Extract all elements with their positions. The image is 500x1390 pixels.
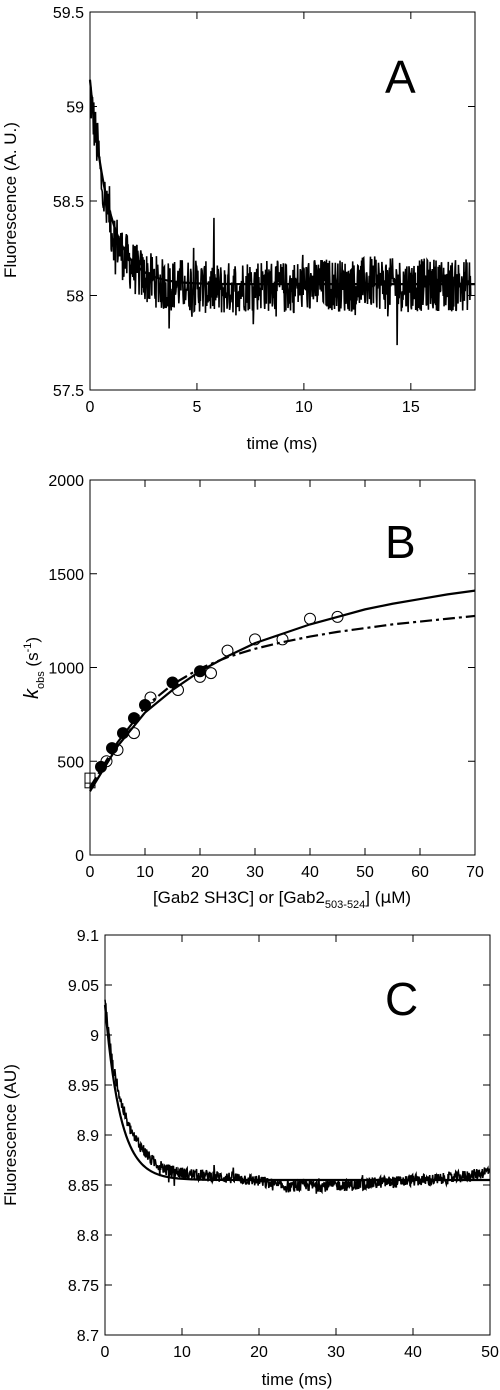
panel-b-marks (84, 589, 476, 792)
panel-b-open-point (100, 755, 113, 768)
panel-b-y-tick-label: 1500 (48, 567, 84, 584)
panel-b-x-label-tail: ] ( (365, 888, 380, 907)
panel-a-y-tick-label: 59 (66, 100, 84, 117)
panel-c-frame (104, 934, 491, 1336)
panel-b-x-tick-label: 0 (86, 864, 95, 881)
panel-a-y-tick-label: 58.5 (53, 194, 84, 211)
panel-b-x-tick-label: 30 (246, 864, 264, 881)
panel-a-y-tick-label: 58 (66, 289, 84, 306)
panel-b-y-label-unit-close: ) (23, 637, 42, 643)
panel-c-y-tick-label: 8.85 (68, 1178, 99, 1195)
panel-c-fit-line (103, 1004, 490, 1182)
panel-c-x-axis-label: time (ms) (262, 1370, 333, 1389)
panel-b-x-tick-label: 20 (191, 864, 209, 881)
panel-b-y-tick-label: 1000 (48, 661, 84, 678)
panel-b-letter: B (385, 516, 416, 568)
panel-a-x-tick-label: 15 (402, 399, 420, 416)
panel-b-y-tick-label: 2000 (48, 473, 84, 490)
panel-b-x-tick-label: 40 (301, 864, 319, 881)
panel-a-x-tick-label: 5 (192, 399, 201, 416)
panel-b-open-point (205, 667, 217, 680)
panel-b-x-label-mu: μ (380, 888, 391, 908)
panel-b-y-tick-label: 0 (75, 848, 84, 865)
panel-a-x-axis-label: time (ms) (247, 434, 318, 453)
panel-b-x-label-subscript: 503-524 (325, 899, 365, 911)
panel-c-y-tick-label: 9.05 (68, 978, 99, 995)
panel-c-x-tick-label: 0 (101, 1344, 110, 1361)
panel-b-x-tick-label: 50 (356, 864, 374, 881)
panel-c-letter: C (385, 973, 418, 1025)
panel-b: 0 10 20 30 40 50 60 70 0 500 1000 1500 2000 B [Gab2 … (21, 473, 484, 911)
panel-a-x-tick-label: 10 (295, 399, 313, 416)
panel-b-x-tick-label: 70 (466, 864, 484, 881)
panel-c-y-tick-label: 8.7 (77, 1328, 99, 1345)
panel-c-y-tick-label: 8.8 (77, 1228, 99, 1245)
panel-a-marks (88, 79, 475, 346)
panel-b-frame (89, 479, 476, 856)
panel-c-y-tick-label: 9 (90, 1028, 99, 1045)
panel-a-frame (89, 11, 476, 391)
panel-a: 0 5 10 15 57.5 58 58.5 59 59.5 A time (ms) Fluor… (1, 5, 476, 453)
panel-b-x-label-main: [Gab2 SH3C] or [Gab2 (153, 888, 325, 907)
panel-b-fit-solid-line (89, 589, 476, 792)
panel-b-x-tick-label: 60 (411, 864, 429, 881)
panel-b-ticks: 0 10 20 30 40 50 60 70 0 500 1000 1500 2000 (48, 473, 484, 881)
panel-b-x-tick-label: 10 (136, 864, 154, 881)
panel-c-trace (104, 999, 491, 1195)
panel-b-open-point (144, 691, 157, 704)
panel-c-y-tick-label: 8.75 (68, 1278, 99, 1295)
panel-b-y-axis-label: kobs (s-1) (21, 637, 47, 699)
panel-c-marks (103, 999, 491, 1195)
panel-c-y-tick-label: 9.1 (77, 928, 99, 945)
panel-a-letter: A (385, 51, 416, 103)
panel-a-y-axis-label: Fluorescence (A. U.) (1, 122, 20, 278)
panel-c-x-tick-label: 20 (250, 1344, 268, 1361)
panel-b-fit-dashed-line (89, 614, 476, 789)
panel-c-x-tick-label: 40 (404, 1344, 422, 1361)
panel-b-open-point (331, 610, 344, 623)
panel-a-trace (89, 79, 472, 346)
panel-c-x-tick-label: 10 (173, 1344, 191, 1361)
panel-c-y-axis-label: Fluorescence (AU) (1, 1064, 20, 1206)
panel-b-y-label-superscript: -1 (22, 643, 34, 653)
panel-b-y-tick-label: 500 (57, 754, 84, 771)
panel-a-x-tick-label: 0 (86, 399, 95, 416)
panel-c-x-tick-label: 30 (327, 1344, 345, 1361)
panel-c-x-tick-label: 50 (481, 1344, 499, 1361)
panel-b-x-label-unit-tail: M) (391, 888, 411, 907)
panel-a-fit-line (88, 79, 475, 286)
panel-a-y-tick-label: 59.5 (53, 5, 84, 22)
panel-b-y-label-k: k (21, 688, 43, 699)
panel-c-ticks: 0 10 20 30 40 50 8.7 8.75 8.8 8.85 8.9 8.95 9 9.05 9.1 (68, 928, 499, 1361)
panel-b-x-axis-label: [Gab2 SH3C] or [Gab2503-524] (μM) (153, 888, 411, 911)
panel-b-open-point (249, 633, 261, 646)
panel-c: 0 10 20 30 40 50 8.7 8.75 8.8 8.85 8.9 8.95 9 9.05 9.1… (1, 928, 499, 1389)
panel-b-y-label-subscript: obs (35, 671, 47, 689)
panel-c-y-tick-label: 8.95 (68, 1078, 99, 1095)
panel-a-y-tick-label: 57.5 (53, 383, 84, 400)
panel-a-ticks: 0 5 10 15 57.5 58 58.5 59 59.5 (53, 5, 475, 416)
panel-c-y-tick-label: 8.9 (77, 1128, 99, 1145)
panel-b-y-label-unit-open: (s (23, 652, 42, 671)
